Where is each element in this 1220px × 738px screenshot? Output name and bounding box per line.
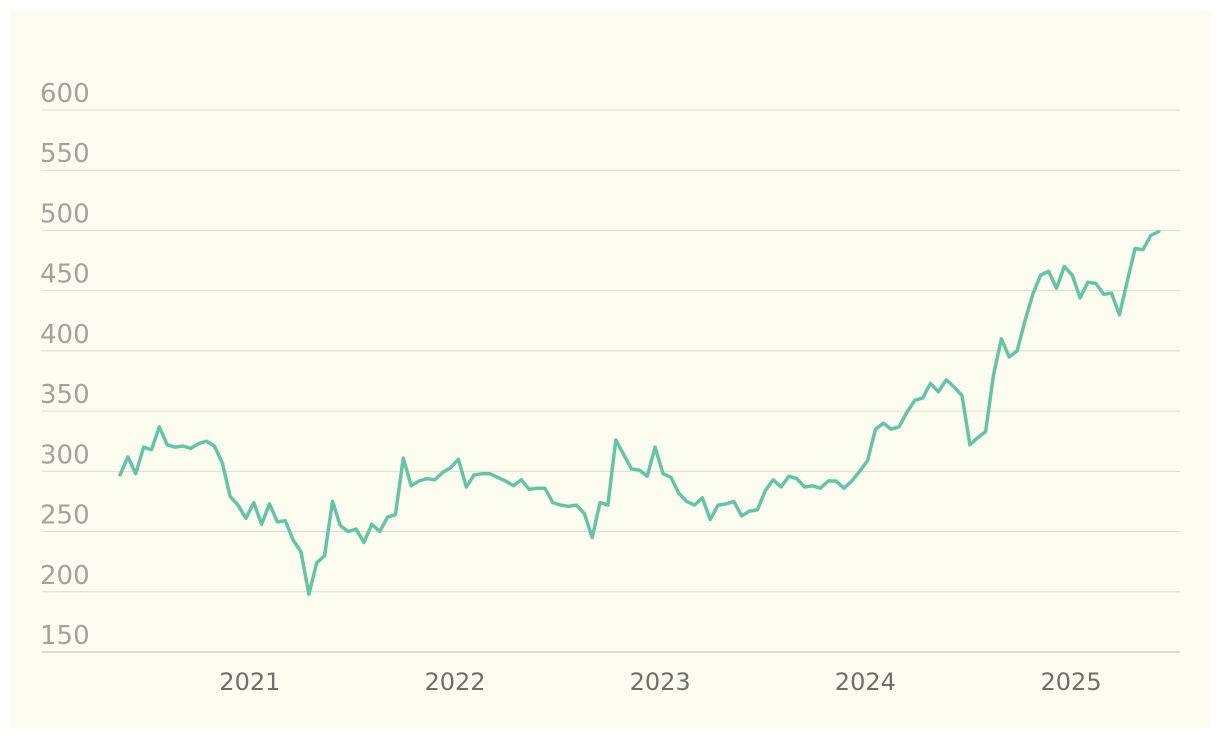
y-axis-ticks: 600 550 500 450 400 350 300 250 200 150 — [40, 79, 90, 651]
y-tick-label: 350 — [40, 380, 90, 410]
y-tick-label: 550 — [40, 139, 90, 169]
x-tick-label: 2024 — [835, 668, 896, 696]
series — [118, 229, 1161, 596]
gridlines — [42, 109, 1180, 593]
x-tick-label: 2022 — [424, 668, 485, 696]
x-tick-label: 2021 — [219, 668, 280, 696]
x-axis-ticks: 2021 2022 2023 2024 2025 — [219, 668, 1101, 696]
chart-card: 600 550 500 450 400 350 300 250 200 150 2021 2022 2… — [10, 10, 1210, 728]
y-tick-label: 450 — [40, 260, 90, 290]
y-tick-label: 300 — [40, 440, 90, 470]
x-tick-label: 2025 — [1041, 668, 1102, 696]
x-tick-label: 2023 — [630, 668, 691, 696]
y-tick-label: 250 — [40, 501, 90, 531]
y-tick-label: 200 — [40, 561, 90, 591]
y-tick-label: 150 — [40, 621, 90, 651]
y-tick-label: 600 — [40, 79, 90, 109]
y-tick-label: 500 — [40, 199, 90, 229]
y-tick-label: 400 — [40, 320, 90, 350]
series-line — [118, 229, 1161, 596]
